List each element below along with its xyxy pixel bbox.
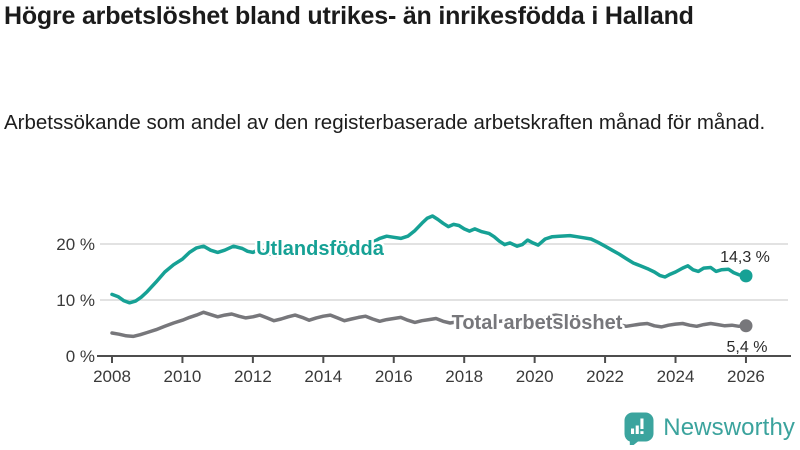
x-tick-label: 2008 [93,367,131,386]
x-tick-label: 2026 [727,367,765,386]
y-tick-label: 10 % [56,291,95,310]
chart-subtitle: Arbetssökande som andel av den registerb… [4,111,766,134]
x-tick-label: 2016 [375,367,413,386]
y-tick-label: 0 % [66,347,95,366]
y-tick-label: 20 % [56,235,95,254]
end-value-label-total: 5,4 % [727,339,768,356]
series-label-total: Total arbetslöshet [452,312,623,334]
newsworthy-speech-bubble-bar-chart-icon [624,412,654,445]
x-tick-label: 2020 [516,367,554,386]
x-tick-label: 2022 [586,367,624,386]
x-tick-label: 2018 [445,367,483,386]
x-tick-label: 2012 [234,367,272,386]
line-chart: 0 % 10 % 20 % 2008 2010 2012 2014 2016 2018 2020 2… [56,214,791,386]
end-dot-utlandsfodda [739,269,753,283]
branding-name: Newsworthy [663,414,795,441]
series-label-utlandsfodda: Utlandsfödda [256,238,385,260]
x-tick-label: 2010 [164,367,202,386]
branding: Newsworthy [623,411,795,445]
chart-title: Högre arbetslöshet bland utrikes- än inr… [4,2,694,30]
end-dot-total [739,319,753,333]
line-total [110,310,748,339]
line-utlandsfodda [110,214,748,305]
end-value-label-utlandsfodda: 14,3 % [720,249,770,266]
x-tick-label: 2024 [657,367,695,386]
x-tick-label: 2014 [304,367,342,386]
